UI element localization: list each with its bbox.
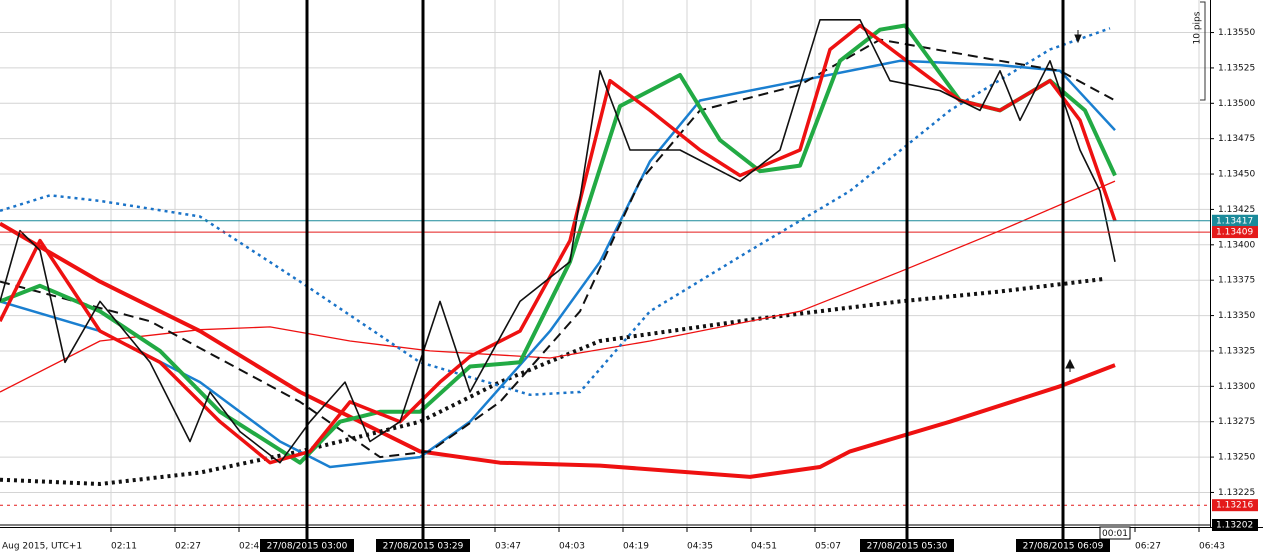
x-tick-label: 06:43	[1199, 542, 1225, 552]
series-line	[0, 38, 1116, 459]
y-tick-label: 1.13475	[1218, 134, 1255, 144]
y-tick-label: 1.13225	[1218, 488, 1255, 498]
price-label: 1.13202	[1216, 521, 1253, 531]
price-label: 1.13417	[1216, 216, 1253, 226]
cursor-box	[1099, 526, 1131, 540]
x-tick-label: 05:07	[815, 542, 841, 552]
y-tick-label: 1.13525	[1218, 63, 1255, 73]
price-label: 1.13409	[1216, 228, 1253, 238]
y-tick-label: 1.13325	[1218, 346, 1255, 356]
y-tick-label: 1.13275	[1218, 417, 1255, 427]
time-label: 27/08/2015 05:30	[867, 542, 948, 552]
arrow-up	[1065, 358, 1075, 372]
time-label: 27/08/2015 06:09	[1023, 542, 1104, 552]
cursor-label: 00:01	[1102, 529, 1128, 539]
y-tick-label: 1.13350	[1218, 311, 1255, 321]
y-tick-label: 1.13500	[1218, 99, 1255, 109]
price-label: 1.13216	[1216, 501, 1253, 511]
time-label: 27/08/2015 03:29	[383, 542, 464, 552]
time-label: 27/08/2015 03:00	[267, 542, 348, 552]
x-tick-label: 02:11	[111, 542, 137, 552]
x-tick-label: 04:03	[559, 542, 585, 552]
arrow-down	[1074, 30, 1082, 44]
y-tick-label: 1.13300	[1218, 382, 1255, 392]
time-label-box	[260, 539, 354, 552]
x-tick-label: 03:47	[495, 542, 521, 552]
time-label-box	[1016, 539, 1110, 552]
x-tick-label: 02:27	[175, 542, 201, 552]
price-label-box	[1212, 214, 1258, 227]
x-tick-label: 02:43	[239, 542, 265, 552]
x-tick-label: 04:19	[623, 542, 649, 552]
y-tick-label: 1.13250	[1218, 453, 1255, 463]
series-line	[0, 276, 1106, 486]
series-line	[0, 221, 1116, 479]
price-label-box	[1212, 519, 1258, 531]
series-line	[0, 23, 1117, 465]
series-line	[0, 27, 1111, 397]
y-tick-label: 1.13550	[1218, 28, 1255, 38]
date-label: Aug 2015, UTC+1	[2, 542, 82, 552]
y-tick-label: 1.13425	[1218, 205, 1255, 215]
time-label-box	[376, 539, 470, 552]
time-label-box	[860, 539, 954, 552]
overlay-layer	[0, 0, 1210, 540]
x-tick-label: 04:35	[687, 542, 713, 552]
series-line	[0, 19, 1116, 464]
price-label-box	[1212, 226, 1258, 239]
y-tick-label: 1.13400	[1218, 240, 1255, 250]
series-line	[0, 59, 1116, 469]
y-tick-label: 1.13375	[1218, 276, 1255, 286]
pips-bracket	[1200, 1, 1206, 101]
price-label-box	[1212, 499, 1258, 512]
x-tick-label: 04:51	[751, 542, 777, 552]
series-layer	[0, 19, 1117, 486]
x-tick-label: 06:27	[1135, 542, 1161, 552]
grid	[0, 0, 1210, 527]
y-tick-label: 1.13450	[1218, 170, 1255, 180]
pips-label: 10 pips	[1193, 11, 1203, 44]
